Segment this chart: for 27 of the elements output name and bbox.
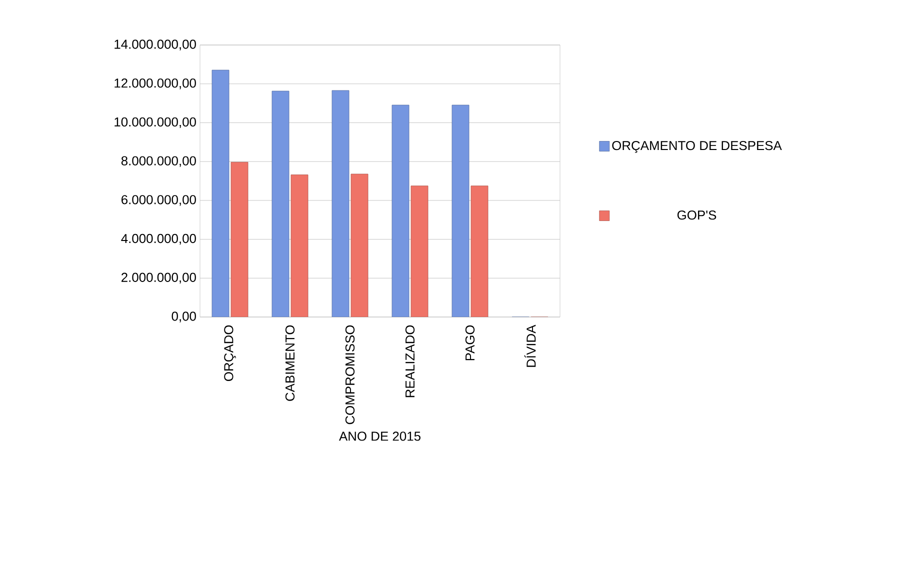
y-tick-label: 6.000.000,00 — [122, 195, 196, 206]
y-tick-label: 12.000.000,00 — [114, 78, 196, 90]
x-tick-label: DÍVIDA — [524, 324, 536, 367]
bar — [392, 104, 410, 317]
bar — [212, 70, 230, 317]
bar — [290, 174, 308, 317]
x-tick-label: ORÇADO — [224, 325, 236, 382]
x-tick-label: COMPROMISSO — [345, 325, 355, 424]
legend-label: ORÇAMENTO DE DESPESA — [612, 140, 782, 153]
x-tick-label: REALIZADO — [405, 325, 415, 398]
x-tick-label: PAGO — [465, 325, 475, 360]
x-axis-title: ANO DE 2015 — [339, 432, 420, 441]
bar — [452, 104, 470, 317]
bar — [272, 90, 290, 317]
x-tick-label: CABIMENTO — [285, 325, 295, 401]
y-tick-label: 0,00 — [172, 312, 196, 322]
bar — [332, 90, 350, 317]
y-tick-label: 8.000.000,00 — [121, 156, 196, 167]
bar — [230, 162, 248, 317]
y-tick-label: 10.000.000,00 — [114, 117, 196, 128]
y-tick-label: 4.000.000,00 — [121, 234, 196, 245]
bar — [350, 174, 368, 317]
text: GOP'S — [677, 210, 716, 220]
y-tick-label: 14.000.000,00 — [114, 40, 196, 50]
bar — [410, 186, 428, 317]
bar — [470, 186, 488, 317]
y-tick-label: 2.000.000,00 — [122, 272, 196, 284]
